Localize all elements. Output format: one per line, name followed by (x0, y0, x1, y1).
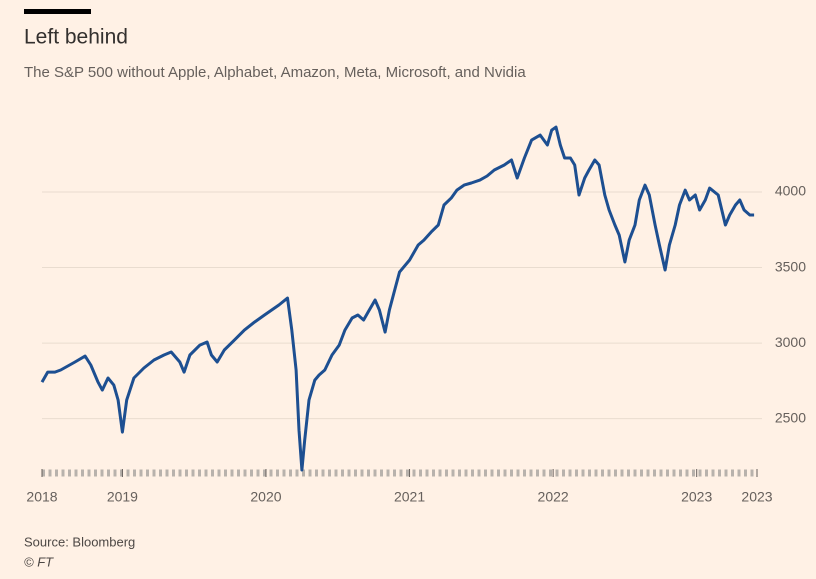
y-tick-label: 4000 (775, 183, 806, 199)
x-tick-label: 2022 (538, 489, 569, 505)
x-tick-label: 2019 (107, 489, 138, 505)
line-series (40, 125, 755, 472)
chart-title: Left behind (24, 26, 128, 49)
chart-subtitle: The S&P 500 without Apple, Alphabet, Ama… (24, 64, 526, 81)
y-tick-label: 3000 (775, 334, 806, 350)
source: Source: Bloomberg (24, 534, 135, 549)
x-tick-label: 2018 (26, 489, 57, 505)
y-tick-label: 3500 (775, 258, 806, 274)
x-tick-label: 2023 (681, 489, 712, 505)
x-tick-label: 2020 (250, 489, 281, 505)
x-tick-label: 2021 (394, 489, 425, 505)
credit: © FT (24, 554, 54, 569)
brand-bar (24, 9, 91, 14)
y-tick-label: 2500 (775, 409, 806, 425)
x-tick-label: 2023 (741, 489, 772, 505)
